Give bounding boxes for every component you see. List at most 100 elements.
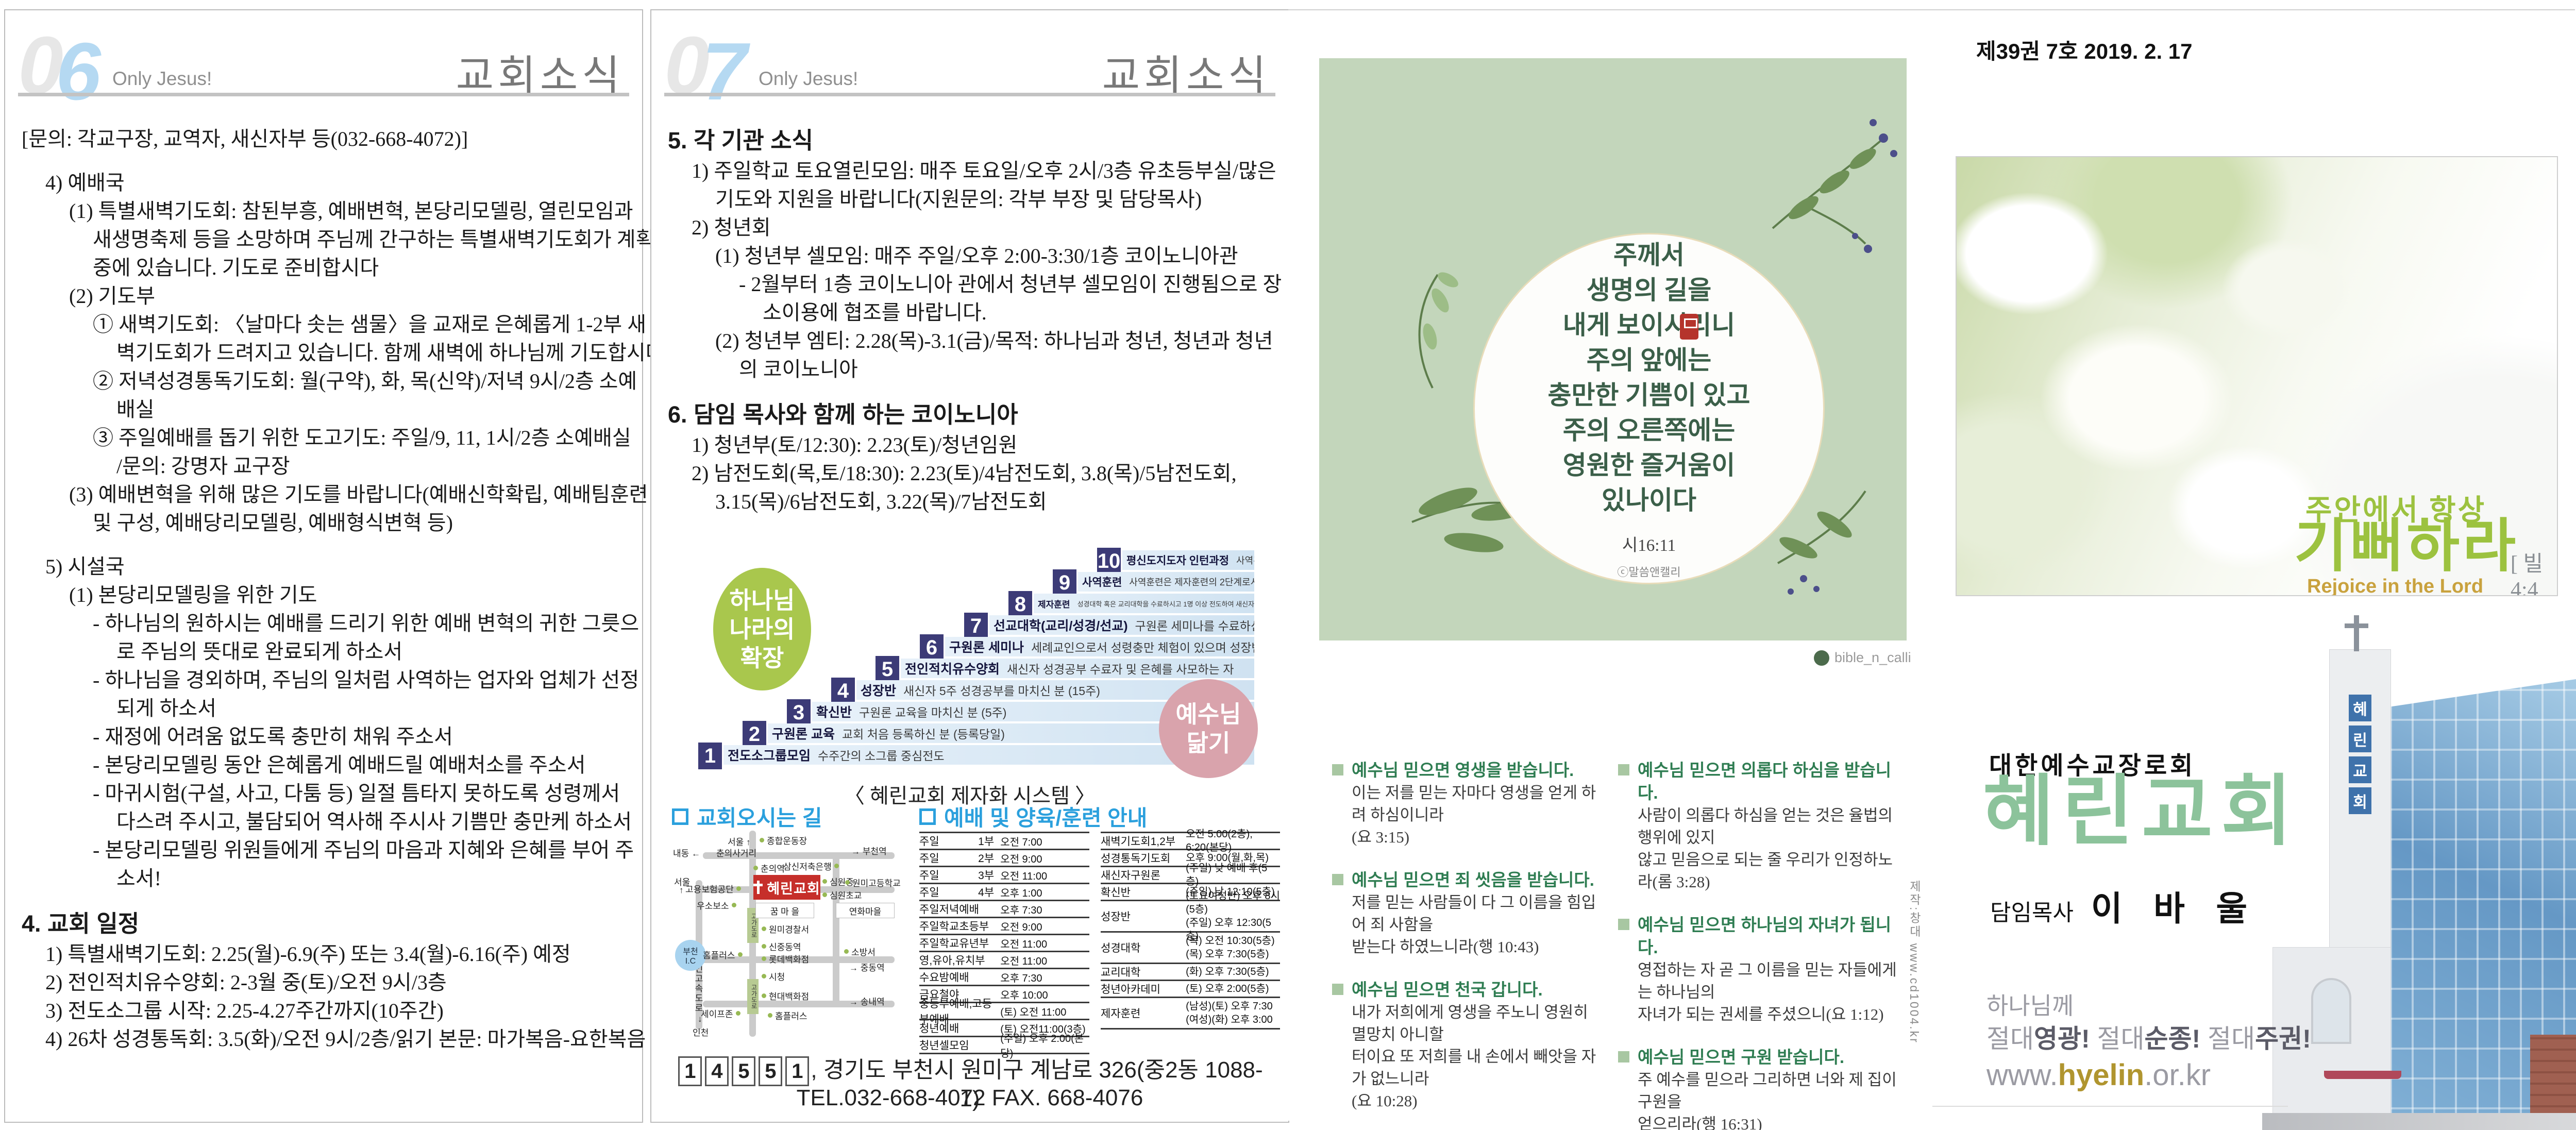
panel-news-07: 0 7 Only Jesus! 교회소식 5. 각 기관 소식 1) 주일학교 토… <box>650 9 1289 1123</box>
schedule-value: 오전 11:00 <box>1000 938 1048 950</box>
pastor-name: 이 바 울 <box>2091 890 2259 928</box>
schedule-row: 영,유아,유치부 오전 11:00 <box>919 951 1089 968</box>
schedule-value-line: (주일) 낮 12:10(5층) <box>1186 886 1275 898</box>
text-line: - 재정에 어려움 없도록 충만히 채워 주소서 <box>93 725 453 748</box>
map-label: → 중동역 <box>849 963 885 973</box>
text-line: 중에 있습니다. 기도로 준비합시다 <box>93 256 379 279</box>
schedule-value: (주일) 오후 2:00(본당) <box>1000 1033 1084 1059</box>
step-number: 4 <box>830 676 856 706</box>
text-line: 5) 시설국 <box>45 555 125 578</box>
gospel-heading: 예수님 믿으면 하나님의 자녀가 됩니다. <box>1638 915 1892 957</box>
gospel-section: 예수님 믿으면 의롭다 하심을 받습니다. 사람이 의롭다 하심을 얻는 것은 … <box>1618 759 1899 893</box>
text-line: 2) 남전도회(목,토/18:30): 2.23(토)/4남전도회, 3.8(목… <box>692 462 1237 485</box>
map-label: 삼신저축은행 <box>783 859 839 872</box>
schedule-value-line: (주일) 낮 예배 후(5층) <box>1186 863 1268 887</box>
verse-reference: 시16:11 <box>1622 536 1676 555</box>
step-title: 전인적치유수양회 <box>905 662 1000 677</box>
schedule-label: 청년예배 <box>919 1023 959 1035</box>
gospel-heading: 예수님 믿으면 천국 갑니다. <box>1352 980 1543 999</box>
gospel-column-left: 예수님 믿으면 영생을 받습니다. 이는 저를 믿는 자마다 영생을 얻게 하려… <box>1332 759 1600 1130</box>
diagram-caption: 〈 혜린교회 제자화 시스템 〉 <box>844 784 1096 807</box>
diagram-step: 6 구원론 세미나 세례교인으로서 성령충만 체험이 있으며 성장반 과정을 이수… <box>918 633 1254 663</box>
schedule-value: 오전 11:00 <box>1000 870 1048 882</box>
jesus-likeness-circle: 예수님 닮기 <box>1159 679 1258 778</box>
text-line: 로 주님의 뜻대로 완료되게 하소서 <box>116 640 403 663</box>
square-bullet-icon <box>919 808 936 825</box>
overlay-bible-reference: [ 빌4:4上 ] <box>2511 552 2544 596</box>
gospel-heading: 예수님 믿으면 영생을 받습니다. <box>1352 761 1574 780</box>
tree <box>2448 839 2576 1066</box>
header-rule <box>664 93 1275 96</box>
text-line: 소서! <box>116 867 161 890</box>
schedule-value: 오후 9:00(월,화,목) <box>1180 851 1280 865</box>
instagram-credit: bible_n_calli <box>1814 650 1911 666</box>
text-line: 소이용에 협조를 바랍니다. <box>763 301 987 324</box>
schedule-label: 영,유아,유치부 <box>919 955 985 967</box>
postal-digit: 1 <box>678 1056 702 1087</box>
schedule-label: 확신반 <box>1101 887 1131 899</box>
step-description: 새신자 성경공부 수료자 및 은혜를 사모하는 자 <box>1007 663 1234 676</box>
step-description: 교회 처음 등록하신 분 (등록당일) <box>841 728 1005 741</box>
step-bar: 사역훈련 사역훈련은 제자훈련의 2단계로서 제자훈련 1단계를 수료하신 분 (… <box>1082 572 1254 592</box>
map-label: 고용보험공단 <box>685 882 741 895</box>
map-label: 소방서 <box>844 945 875 958</box>
step-bar: 전도소그룹모임 수주간의 소그룹 중심전도 <box>728 745 1254 765</box>
step-title: 선교대학(교리/성경/선교) <box>994 619 1128 633</box>
page-number-ghost: 0 <box>18 20 63 111</box>
slogan-part: 절대 <box>2208 1024 2255 1053</box>
schedule-label: 주일저녁예배 <box>919 904 979 916</box>
text-line: - 하나님을 경외하며, 주님의 일처럼 사역하는 업자와 업체가 선정 <box>93 668 639 692</box>
entrance-awning <box>2324 1071 2401 1079</box>
text-line: (2) 기도부 <box>69 284 156 308</box>
schedule-value: 오전 9:00 <box>1000 921 1042 933</box>
tagline: Only Jesus! <box>759 68 858 89</box>
slogan-to-god: 하나님께 <box>1986 992 2074 1019</box>
text-line: 2) 전인적치유수양회: 2-3월 중(토)/오전 9시/3층 <box>45 971 447 994</box>
gospel-heading-row: 예수님 믿으면 영생을 받습니다. <box>1332 759 1600 782</box>
calligraphy-credit: ⓒ말씀앤캘리 <box>1617 566 1681 579</box>
address-text: , 경기도 부천시 원미구 계남로 326(중2동 1088-1) <box>811 1057 1263 1112</box>
map-label: 홈플러스 <box>703 948 743 961</box>
map-label: 심원초교 <box>822 888 862 901</box>
step-number: 3 <box>785 698 812 728</box>
map-label: 서울 ↑ <box>728 837 751 847</box>
text-line: (1) 본당리모델링을 위한 기도 <box>69 583 317 606</box>
calligraphy-card: 주께서 생명의 길을 내게 보이시리니 주의 앞에는 충만한 기쁨이 있고 주의… <box>1319 58 1907 640</box>
step-bar: 제자훈련 성경대학 혹은 교리대학을 수료하시고 1명 이상 전도하여 새신자 성… <box>1038 594 1254 613</box>
url-prefix: www. <box>1986 1058 2058 1092</box>
church-website-link[interactable]: www.hyelin.or.kr <box>1986 1058 2211 1092</box>
schedule-value-line: (주일) 오후 12:30(5층) <box>1186 917 1271 942</box>
schedule-row: 금요철야 오후 10:00 <box>919 985 1089 1002</box>
schedule-row: 주일 2부 오전 9:00 <box>919 849 1089 866</box>
tower-sign-letter: 혜 <box>2349 695 2371 721</box>
diagram-step: 7 선교대학(교리/성경/선교) 구원론 세미나를 수료하신 분 (1년) <box>963 611 1254 641</box>
text-line: 3.15(목)/6남전도회, 3.22(목)/7남전도회 <box>715 490 1047 513</box>
map-label: 춘의역 <box>753 862 785 874</box>
schedule-label: 주일 2부 <box>919 853 995 865</box>
square-bullet-icon <box>1332 874 1343 885</box>
square-bullet-icon <box>1332 984 1343 995</box>
step-title: 전도소그룹모임 <box>728 749 811 763</box>
schedule-label: 청년셀모임 <box>919 1040 969 1052</box>
tower-sign-letter: 회 <box>2349 787 2371 814</box>
page-title: 교회소식 <box>1102 54 1270 99</box>
square-bullet-icon <box>672 808 688 825</box>
gospel-heading: 예수님 믿으면 의롭다 하심을 받습니다. <box>1638 761 1892 802</box>
schedule-row: 새벽기도회1,2부 오전 5:00(2층), 6:20(본당) <box>1101 829 1280 853</box>
step-number: 6 <box>918 633 945 663</box>
step-title: 사역훈련 <box>1082 577 1122 588</box>
street-ground <box>2262 1113 2576 1130</box>
text-line: 1) 청년부(토/12:30): 2.23(토)/청년임원 <box>692 433 1018 457</box>
overlay-phrase-top: 주안에서 항상 <box>2305 495 2487 527</box>
worship-guide-heading: 예배 및 양육/훈련 안내 <box>919 801 1147 832</box>
schedule-label: 금요철야 <box>919 989 959 1001</box>
text-line: 및 구성, 예배당리모델링, 예배형식변혁 등) <box>93 511 453 534</box>
schedule-right-column: 새벽기도회1,2부 오전 5:00(2층), 6:20(본당) 성경통독기도회 … <box>1101 829 1280 1030</box>
gospel-verse: 내가 저희에게 영생을 주노니 영원히 멸망치 아니할 터이요 또 저희를 내 … <box>1352 1003 1596 1110</box>
page-title: 교회소식 <box>456 54 624 99</box>
schedule-value-line: (화) 오후 7:30(5층) <box>1186 966 1269 977</box>
slogan-part: 절대 <box>2097 1024 2145 1053</box>
step-title: 구원론 교육 <box>772 727 835 741</box>
schedule-value: 오전 9:00 <box>1000 853 1042 865</box>
schedule-value: (화) 오후 7:30(5층) <box>1180 965 1280 979</box>
